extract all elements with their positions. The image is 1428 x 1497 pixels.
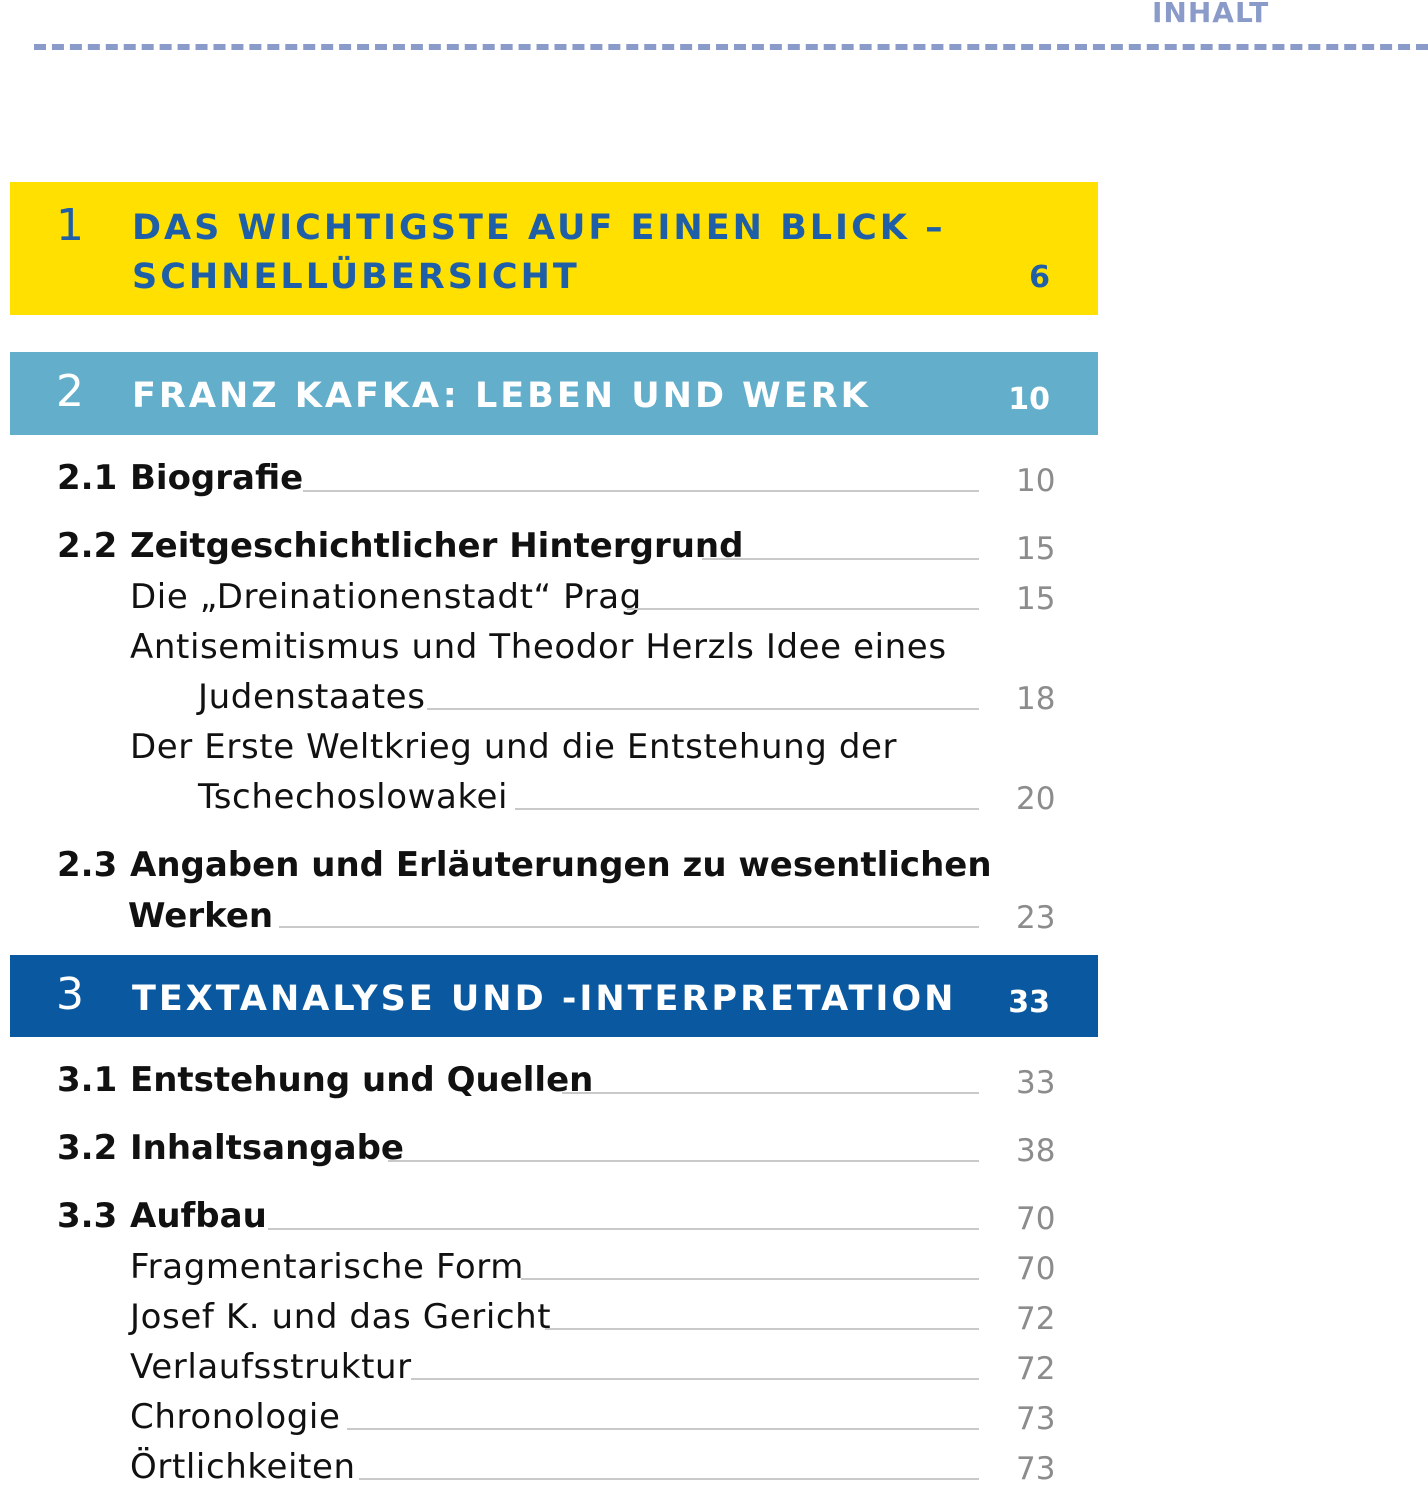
- page-number: 72: [1016, 1351, 1056, 1387]
- entry-title: Verlaufsstruktur: [130, 1347, 412, 1387]
- page-number: 10: [1016, 463, 1056, 499]
- chapter-3-band[interactable]: 3 TEXTANALYSE UND -INTERPRETATION 33: [10, 955, 1098, 1037]
- entry-title-line-1[interactable]: Antisemitismus und Theodor Herzls Idee e…: [130, 627, 947, 667]
- chapter-number: 3: [56, 969, 84, 1020]
- toc-entry-verlaufsstruktur[interactable]: Verlaufsstruktur 72: [0, 1347, 1100, 1397]
- toc-entry-oertlichkeiten[interactable]: Örtlichkeiten 73: [0, 1447, 1100, 1497]
- section-number: 3.2: [57, 1128, 118, 1168]
- chapter-title: FRANZ KAFKA: LEBEN UND WERK: [132, 376, 871, 416]
- entry-title: Die „Dreinationenstadt“ Prag: [130, 577, 642, 617]
- entry-title: Entstehung und Quellen: [130, 1060, 594, 1100]
- toc-entry-prag[interactable]: Die „Dreinationenstadt“ Prag 15: [0, 577, 1100, 627]
- entry-title-line-1: Angaben und Erläuterungen zu wesentliche…: [130, 845, 992, 885]
- entry-title: Örtlichkeiten: [130, 1447, 356, 1487]
- header-rule: [34, 44, 1428, 50]
- dot-leader: [279, 926, 979, 928]
- toc-entry-2-3-cont[interactable]: Werken 23: [0, 896, 1100, 946]
- chapter-title: DAS WICHTIGSTE AUF EINEN BLICK – SCHNELL…: [132, 204, 946, 302]
- dot-leader: [521, 1278, 979, 1280]
- dot-leader: [702, 558, 979, 560]
- running-header: INHALT: [1152, 0, 1270, 29]
- entry-title: Fragmentarische Form: [130, 1247, 524, 1287]
- chapter-2-band[interactable]: 2 FRANZ KAFKA: LEBEN UND WERK 10: [10, 352, 1098, 435]
- toc-entry-3-1[interactable]: 3.1 Entstehung und Quellen 33: [0, 1060, 1100, 1110]
- dot-leader: [562, 1092, 979, 1094]
- page-number: 72: [1016, 1301, 1056, 1337]
- section-number: 2.1: [57, 458, 118, 498]
- chapter-title-line-2: SCHNELLÜBERSICHT: [132, 257, 580, 297]
- chapter-1-band[interactable]: 1 DAS WICHTIGSTE AUF EINEN BLICK – SCHNE…: [10, 182, 1098, 315]
- toc-entry-2-1[interactable]: 2.1 Biografie 10: [0, 458, 1100, 508]
- page-number: 15: [1016, 531, 1056, 567]
- section-number: 3.3: [57, 1196, 118, 1236]
- section-number: 3.1: [57, 1060, 118, 1100]
- page-number: 20: [1016, 781, 1056, 817]
- toc-entry-3-2[interactable]: 3.2 Inhaltsangabe 38: [0, 1128, 1100, 1178]
- chapter-title-line-1: DAS WICHTIGSTE AUF EINEN BLICK –: [132, 208, 946, 248]
- page-number: 33: [1016, 1065, 1056, 1101]
- entry-title: Aufbau: [130, 1196, 267, 1236]
- toc-entry-gericht[interactable]: Josef K. und das Gericht 72: [0, 1297, 1100, 1347]
- entry-title: Zeitgeschichtlicher Hintergrund: [130, 526, 744, 566]
- section-number: 2.3: [57, 845, 118, 885]
- dot-leader: [427, 708, 979, 710]
- toc-entry-2-2[interactable]: 2.2 Zeitgeschichtlicher Hintergrund 15: [0, 526, 1100, 576]
- page-number: 23: [1016, 900, 1056, 936]
- page-number: 38: [1016, 1133, 1056, 1169]
- entry-title-line-2: Tschechoslowakei: [198, 777, 509, 817]
- page-number: 70: [1016, 1201, 1056, 1237]
- page-number: 70: [1016, 1251, 1056, 1287]
- entry-title-line-2: Judenstaates: [198, 677, 426, 717]
- dot-leader: [411, 1378, 979, 1380]
- page-number: 18: [1016, 681, 1056, 717]
- toc-entry-3-3[interactable]: 3.3 Aufbau 70: [0, 1196, 1100, 1246]
- dot-leader: [388, 1160, 979, 1162]
- entry-title: Chronologie: [130, 1397, 341, 1437]
- dot-leader: [303, 490, 979, 492]
- dot-leader: [347, 1428, 979, 1430]
- chapter-page-number: 6: [1029, 260, 1050, 295]
- toc-entry-2-3[interactable]: 2.3 Angaben und Erläuterungen zu wesentl…: [0, 845, 1100, 895]
- toc-entry-form[interactable]: Fragmentarische Form 70: [0, 1247, 1100, 1297]
- dot-leader: [627, 608, 979, 610]
- section-number: 2.2: [57, 526, 118, 566]
- dot-leader: [359, 1478, 979, 1480]
- entry-title-line-1[interactable]: Der Erste Weltkrieg und die Entstehung d…: [130, 727, 898, 767]
- chapter-page-number: 10: [1008, 382, 1050, 417]
- chapter-title: TEXTANALYSE UND -INTERPRETATION: [132, 979, 957, 1019]
- dot-leader: [268, 1228, 979, 1230]
- toc-entry-tschechoslowakei[interactable]: Tschechoslowakei 20: [0, 777, 1100, 827]
- page-number: 15: [1016, 581, 1056, 617]
- page-number: 73: [1016, 1451, 1056, 1487]
- entry-title: Inhaltsangabe: [130, 1128, 404, 1168]
- toc-entry-chronologie[interactable]: Chronologie 73: [0, 1397, 1100, 1447]
- toc-entry-judenstaates[interactable]: Judenstaates 18: [0, 677, 1100, 727]
- dot-leader: [515, 808, 979, 810]
- chapter-page-number: 33: [1008, 985, 1050, 1020]
- dot-leader: [545, 1328, 979, 1330]
- entry-title-line-2: Werken: [128, 896, 274, 936]
- chapter-number: 1: [56, 200, 84, 251]
- entry-title: Biografie: [130, 458, 304, 498]
- page-number: 73: [1016, 1401, 1056, 1437]
- entry-title: Josef K. und das Gericht: [130, 1297, 552, 1337]
- chapter-number: 2: [56, 366, 84, 417]
